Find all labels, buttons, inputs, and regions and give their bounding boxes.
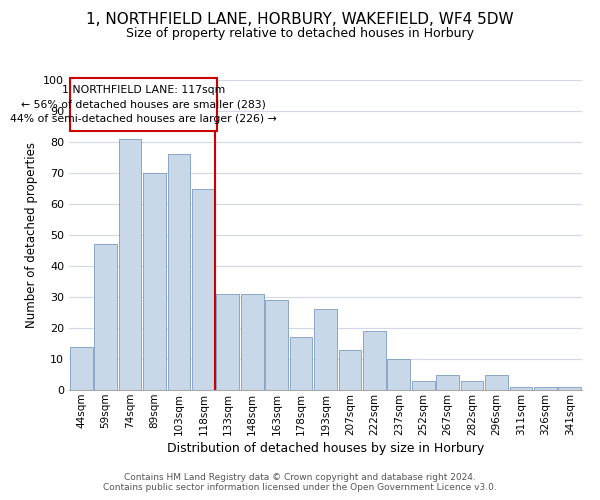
Bar — [436, 374, 459, 390]
Text: Contains public sector information licensed under the Open Government Licence v3: Contains public sector information licen… — [103, 484, 497, 492]
Bar — [70, 346, 92, 390]
Bar — [412, 380, 434, 390]
Bar — [119, 139, 142, 390]
Bar — [338, 350, 361, 390]
Bar — [94, 244, 117, 390]
Bar — [143, 173, 166, 390]
Text: Contains HM Land Registry data © Crown copyright and database right 2024.: Contains HM Land Registry data © Crown c… — [124, 474, 476, 482]
Bar — [314, 310, 337, 390]
Bar — [461, 380, 484, 390]
Text: 1 NORTHFIELD LANE: 117sqm
← 56% of detached houses are smaller (283)
44% of semi: 1 NORTHFIELD LANE: 117sqm ← 56% of detac… — [10, 86, 277, 124]
Bar — [534, 387, 557, 390]
Bar — [559, 387, 581, 390]
Bar — [192, 188, 215, 390]
Text: Size of property relative to detached houses in Horbury: Size of property relative to detached ho… — [126, 28, 474, 40]
Bar — [265, 300, 288, 390]
Bar — [167, 154, 190, 390]
FancyBboxPatch shape — [70, 78, 217, 131]
Bar — [485, 374, 508, 390]
Bar — [509, 387, 532, 390]
Text: 1, NORTHFIELD LANE, HORBURY, WAKEFIELD, WF4 5DW: 1, NORTHFIELD LANE, HORBURY, WAKEFIELD, … — [86, 12, 514, 28]
Bar — [217, 294, 239, 390]
Bar — [241, 294, 263, 390]
Bar — [363, 331, 386, 390]
Bar — [290, 338, 313, 390]
Y-axis label: Number of detached properties: Number of detached properties — [25, 142, 38, 328]
X-axis label: Distribution of detached houses by size in Horbury: Distribution of detached houses by size … — [167, 442, 484, 455]
Bar — [388, 359, 410, 390]
